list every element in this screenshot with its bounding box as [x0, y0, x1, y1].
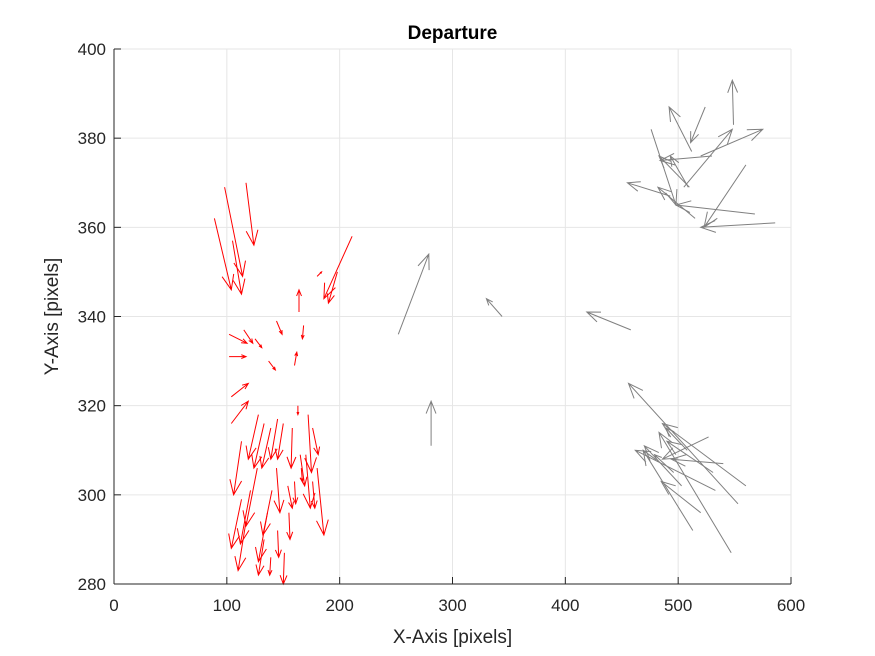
- quiver-arrow: [296, 405, 300, 416]
- quiver-arrow: [243, 329, 254, 345]
- quiver-arrow: [312, 427, 321, 457]
- quiver-arrow: [274, 530, 282, 559]
- tick-labels: 0 100 200 300 400 500 600 280 300 320 340 360 380 400: [78, 40, 806, 615]
- quiver-arrow: [670, 454, 724, 467]
- quiver-arrow: [229, 354, 248, 359]
- quiver-arrow: [274, 423, 284, 461]
- quiver-arrow: [268, 360, 277, 372]
- quiver-arrow: [300, 325, 305, 341]
- quiver-arrow: [230, 382, 250, 398]
- quiver-arrow: [251, 423, 265, 470]
- quiver-arrow: [653, 453, 675, 473]
- y-tick-label: 280: [78, 575, 106, 594]
- quiver-arrow: [229, 441, 243, 497]
- quiver-arrow: [245, 182, 259, 247]
- gray-arrow-series: [397, 78, 776, 554]
- quiver-arrow: [302, 454, 316, 510]
- y-tick-label: 360: [78, 218, 106, 237]
- quiver-arrow: [286, 512, 294, 541]
- y-axis-title: Y-Axis [pixels]: [42, 258, 63, 376]
- quiver-arrow: [656, 186, 696, 219]
- quiver-arrow: [245, 414, 259, 461]
- quiver-arrow: [585, 311, 631, 331]
- quiver-arrow: [668, 105, 693, 152]
- quiver-arrow: [267, 418, 279, 461]
- quiver-arrow: [228, 499, 242, 550]
- quiver-arrow: [485, 297, 503, 317]
- quiver-arrow: [286, 427, 297, 470]
- quiver-arrow: [683, 128, 734, 188]
- quiver-arrow: [626, 181, 671, 197]
- quiver-arrow: [234, 521, 247, 572]
- y-tick-label: 300: [78, 486, 106, 505]
- quiver-arrow: [230, 400, 250, 424]
- quiver-arrow: [703, 164, 747, 229]
- quiver-arrow: [273, 468, 285, 515]
- quiver-arrow: [316, 468, 329, 537]
- quiver-arrow: [316, 270, 323, 277]
- quiver-arrow: [292, 481, 299, 506]
- quiver-arrow: [664, 427, 688, 451]
- x-tick-label: 100: [213, 596, 241, 615]
- arrow-field: [213, 78, 776, 586]
- quiver-arrow: [242, 468, 258, 528]
- x-tick-label: 600: [777, 596, 805, 615]
- quiver-arrow: [627, 382, 739, 505]
- quiver-arrow: [669, 154, 689, 188]
- quiver-arrow: [643, 444, 682, 487]
- quiver-arrow: [296, 288, 302, 312]
- quiver-arrow: [727, 78, 739, 125]
- quiver-arrow: [287, 485, 294, 510]
- y-tick-label: 380: [78, 129, 106, 148]
- x-tick-label: 300: [438, 596, 466, 615]
- quiver-arrow: [259, 427, 272, 470]
- quiver-arrow: [260, 490, 273, 537]
- quiver-arrow: [213, 218, 235, 292]
- quiver-arrow: [690, 106, 706, 144]
- quiver-arrow: [658, 152, 713, 166]
- quiver-arrow: [425, 399, 437, 446]
- quiver-arrow: [294, 350, 299, 366]
- axes: [113, 48, 792, 585]
- y-tick-label: 320: [78, 397, 106, 416]
- y-tick-label: 340: [78, 308, 106, 327]
- quiver-arrow: [276, 320, 283, 336]
- quiver-arrow: [326, 271, 338, 305]
- quiver-arrow: [299, 454, 308, 488]
- quiver-arrow: [310, 481, 318, 510]
- quiver-arrow: [674, 200, 755, 215]
- quiver-arrow: [658, 431, 732, 554]
- quiver-arrow: [228, 333, 249, 344]
- quiver-arrow: [665, 440, 714, 473]
- x-tick-label: 500: [664, 596, 692, 615]
- x-axis-title: X-Axis [pixels]: [393, 627, 512, 648]
- x-tick-label: 200: [325, 596, 353, 615]
- quiver-arrow: [236, 490, 251, 546]
- y-tick-label: 400: [78, 40, 106, 59]
- quiver-arrow: [254, 338, 263, 349]
- quiver-arrow: [267, 557, 273, 577]
- quiver-arrow: [304, 414, 317, 474]
- x-tick-label: 0: [109, 596, 118, 615]
- quiver-arrow: [700, 128, 765, 157]
- quiver-arrow: [660, 480, 702, 514]
- quiver-arrow: [232, 240, 246, 296]
- quiver-arrow: [397, 252, 430, 335]
- chart-title: Departure: [408, 23, 498, 44]
- x-tick-label: 400: [551, 596, 579, 615]
- quiver-arrow: [642, 449, 694, 531]
